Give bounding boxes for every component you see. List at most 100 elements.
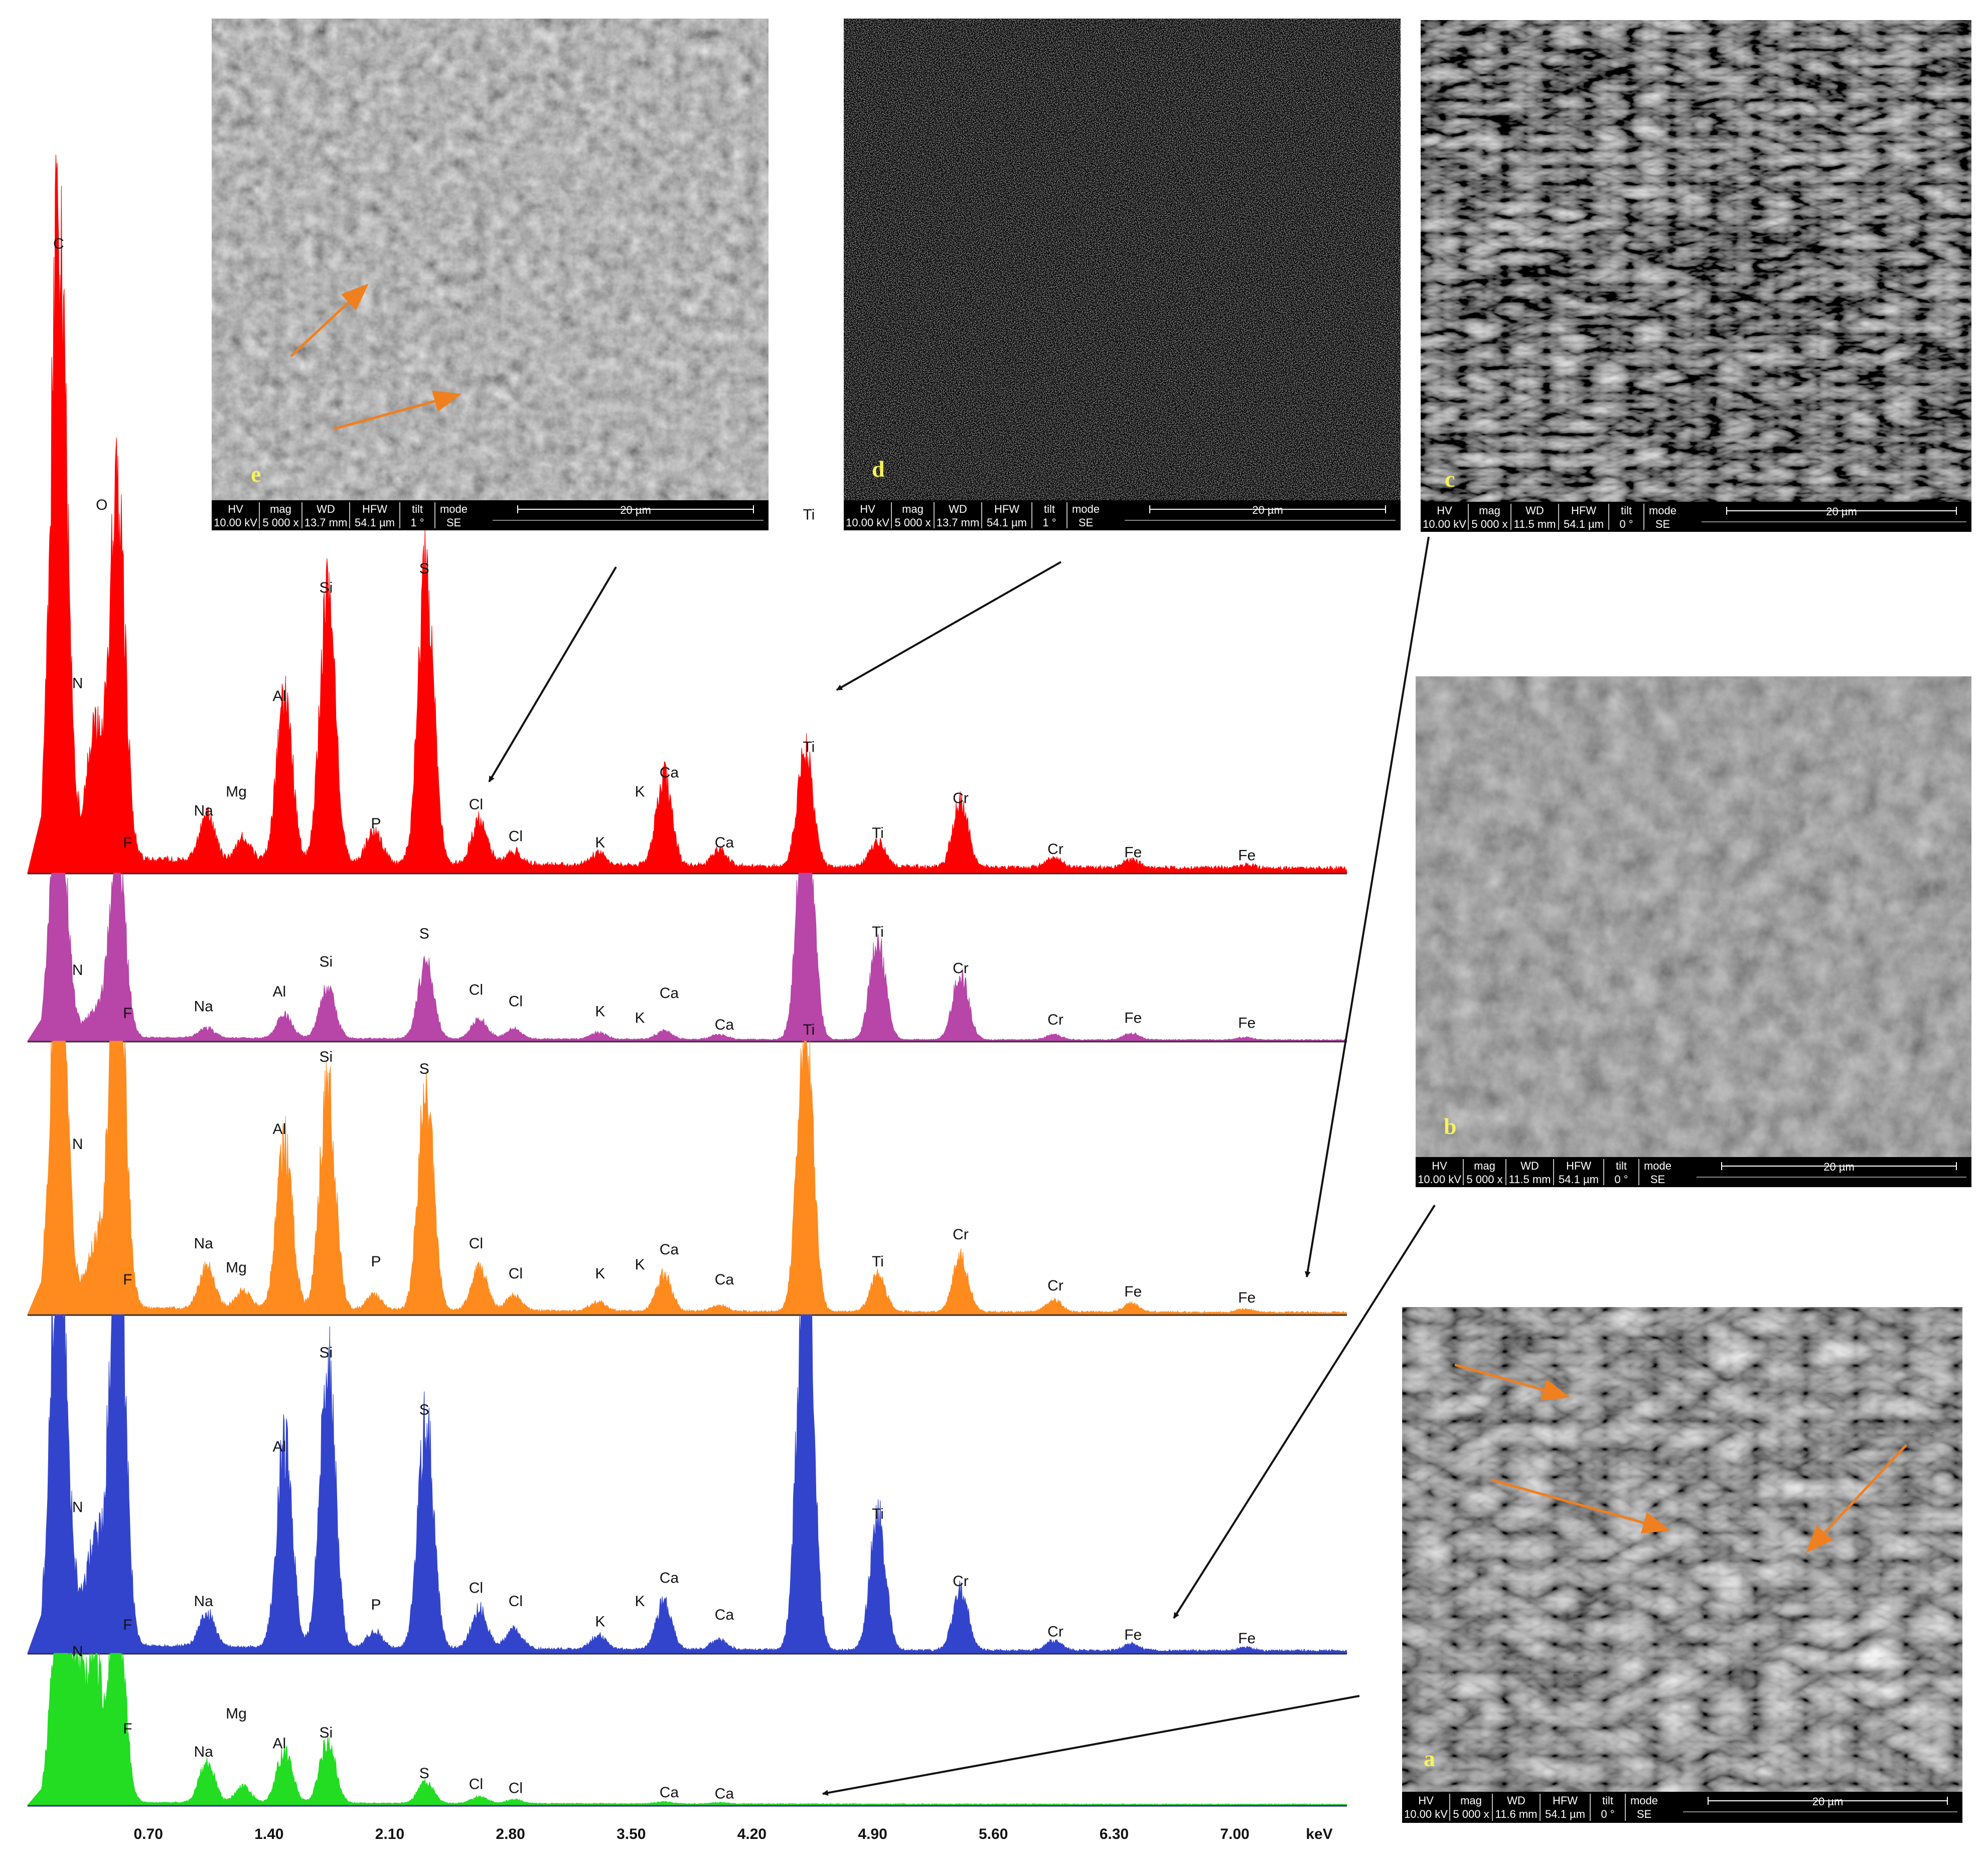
peak-label-e-p: P <box>371 815 381 832</box>
sem-image-d <box>844 19 1401 500</box>
peak-label-a-ca: Ca <box>715 1786 734 1802</box>
peak-label-d-s: S <box>419 925 429 942</box>
sem-info-value: 54.1 µm <box>987 516 1027 529</box>
peak-label-b-cr: Cr <box>953 1573 969 1590</box>
peak-label-d-fe: Fe <box>1124 1010 1142 1027</box>
spectrum-e: C N O F Na Mg Al Si P S Cl Cl K K Ca Ca Ti Ti Cr Cr Fe Fe <box>27 155 1347 875</box>
sem-info-value: 54.1 µm <box>1545 1808 1585 1820</box>
sem-info-value: 0 ° <box>1614 1173 1628 1186</box>
peak-label-c-fe: Fe <box>1124 1283 1142 1300</box>
peak-label-c-f: F <box>123 1271 132 1288</box>
sem-info-value: 13.7 mm <box>937 516 980 529</box>
x-tick-label: 2.80 <box>496 1826 525 1842</box>
sem-info-header: mag <box>902 503 924 515</box>
sem-info-value: 1 ° <box>410 516 424 529</box>
spectrum-d: N F Na Al Si S Cl Cl K K Ca Ca Ti Ti Cr Cr Fe Fe <box>27 507 1347 1043</box>
x-tick-label: 1.40 <box>254 1826 283 1842</box>
peak-label-c-cr: Cr <box>953 1226 969 1243</box>
connector-arrows <box>488 536 1436 1796</box>
peak-label-e-c: C <box>53 235 64 252</box>
orange-arrow-shaft <box>1823 1444 1907 1534</box>
peak-label-c-cl: Cl <box>469 1235 483 1252</box>
orange-arrow-shaft <box>290 301 350 357</box>
sem-info-value: 10.00 kV <box>1418 1173 1461 1186</box>
peak-label-c-cr: Cr <box>1047 1277 1063 1294</box>
sem-info-value: 10.00 kV <box>1423 518 1466 530</box>
peak-label-a-s: S <box>419 1765 429 1782</box>
sem-scale-label: 20 µm <box>1826 505 1857 518</box>
connector-arrow <box>1304 536 1430 1278</box>
spectrum-b: N F Na Al Si P S Cl Cl K K Ca Ca Ti Cr Cr Fe Fe <box>27 1314 1347 1655</box>
spectrum-a: N F Na Mg Al Si S Cl Cl Ca Ca <box>27 1643 1347 1807</box>
x-tick-label: 5.60 <box>979 1826 1008 1842</box>
sem-info-value: 5 000 x <box>1471 518 1507 530</box>
orange-arrow <box>333 390 462 431</box>
peak-label-e-na: Na <box>194 803 214 819</box>
peak-label-b-ti: Ti <box>872 1506 884 1522</box>
sem-info-header: mode <box>1072 503 1100 515</box>
orange-arrow <box>1492 1479 1670 1534</box>
peak-label-d-f: F <box>123 1005 132 1022</box>
peak-label-c-n: N <box>72 1136 83 1153</box>
sem-info-header: HFW <box>362 503 387 515</box>
sem-info-header: mag <box>270 503 291 515</box>
eds-spectra: C N O F Na Mg Al Si P S Cl Cl K K Ca Ca Ti Ti Cr Cr Fe Fe N F Na… <box>27 155 1347 1807</box>
orange-arrow-shaft <box>1492 1479 1644 1524</box>
sem-info-header: WD <box>949 503 967 515</box>
sem-info-value: 10.00 kV <box>214 516 257 529</box>
sem-info-value: 5 000 x <box>894 516 931 529</box>
peak-label-c-k: K <box>595 1265 605 1282</box>
connector-arrow <box>836 561 1061 691</box>
sem-info-value: SE <box>1650 1173 1665 1186</box>
sem-info-header: mode <box>1649 504 1676 517</box>
peak-label-c-ca: Ca <box>660 1241 679 1258</box>
peak-label-e-ti: Ti <box>872 825 884 841</box>
sem-info-value: 11.6 mm <box>1495 1808 1538 1820</box>
peak-label-c-ti: Ti <box>872 1253 884 1270</box>
orange-arrow-head <box>432 390 462 412</box>
peak-label-a-al: Al <box>273 1736 286 1752</box>
peak-label-b-cr: Cr <box>1047 1624 1063 1640</box>
peak-label-e-cl: Cl <box>469 796 483 813</box>
sem-info-header: tilt <box>1602 1794 1613 1807</box>
sem-info-value: 54.1 µm <box>355 516 395 529</box>
sem-scale-label: 20 µm <box>1812 1795 1844 1808</box>
sem-image-e <box>212 19 769 500</box>
peak-label-e-s: S <box>419 560 429 577</box>
sem-infobar-b <box>1416 1157 1971 1187</box>
sem-info-value: 13.7 mm <box>304 516 348 529</box>
peak-label-a-cl: Cl <box>509 1780 523 1797</box>
sem-panel-letter: e <box>251 461 261 487</box>
sem-info-header: WD <box>1525 504 1544 517</box>
sem-infobar-c <box>1421 502 1971 532</box>
x-tick-label: 7.00 <box>1220 1826 1249 1842</box>
peak-label-c-al: Al <box>273 1121 286 1137</box>
peak-label-b-na: Na <box>194 1593 214 1610</box>
connector-arrow <box>1173 1204 1436 1619</box>
peak-label-e-fe: Fe <box>1124 844 1142 861</box>
peak-label-d-ti: Ti <box>872 924 884 940</box>
x-tick-label: 4.20 <box>737 1826 767 1842</box>
peak-label-e-k: K <box>635 784 645 800</box>
peak-label-a-f: F <box>123 1721 132 1737</box>
peak-label-d-na: Na <box>194 998 214 1015</box>
sem-infobar-d <box>844 500 1401 530</box>
peak-label-b-cl: Cl <box>469 1580 483 1596</box>
sem-image-a <box>1402 1307 1962 1792</box>
peak-label-d-ca: Ca <box>660 985 679 1002</box>
spectrum-area-c <box>27 1041 1347 1315</box>
orange-arrow-head <box>341 283 369 311</box>
sem-info-header: tilt <box>1616 1160 1627 1172</box>
peak-label-c-si: Si <box>319 1049 333 1065</box>
peak-label-b-p: P <box>371 1597 381 1613</box>
sem-info-header: tilt <box>1621 504 1632 517</box>
sem-info-value: 11.5 mm <box>1514 518 1556 530</box>
peak-label-b-n: N <box>72 1499 83 1516</box>
peak-label-a-ca: Ca <box>660 1784 679 1801</box>
sem-info-header: mode <box>1630 1794 1658 1807</box>
sem-info-header: mag <box>1479 504 1500 517</box>
